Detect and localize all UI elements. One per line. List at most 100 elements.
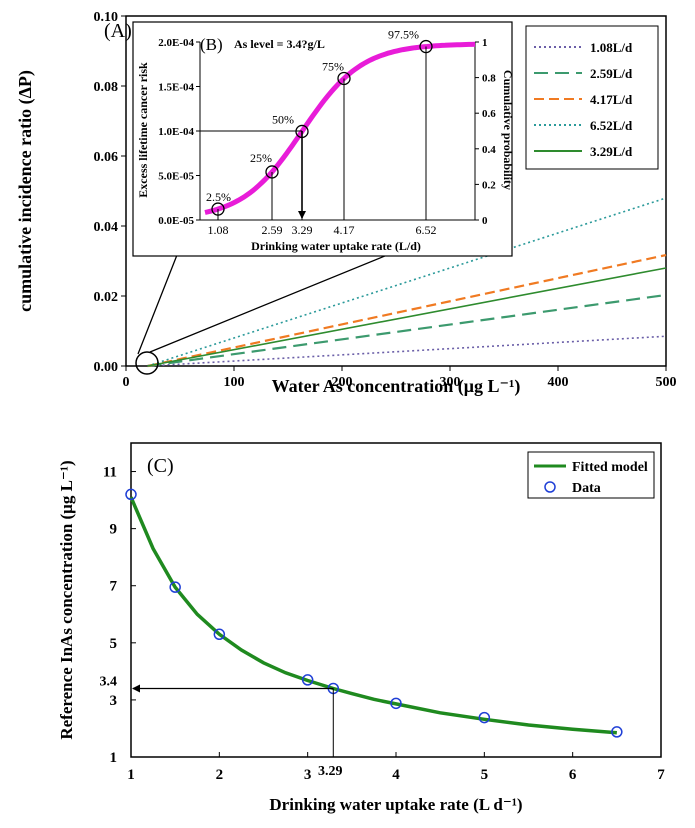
panel-c-xlabel: Drinking water uptake rate (L d⁻¹) bbox=[269, 795, 522, 814]
annotation-y: 3.4 bbox=[100, 674, 118, 689]
x-tick-label: 6 bbox=[569, 767, 577, 783]
legend-entry: Fitted model bbox=[572, 460, 648, 475]
panel-a-ylabel: cumulative incidence ratio (ΔP) bbox=[15, 70, 36, 312]
legend-entry: 1.08L/d bbox=[590, 40, 633, 55]
y2-tick-label: 0.8 bbox=[482, 73, 496, 85]
series-line-1-08l-d bbox=[147, 335, 667, 367]
y2-tick-label: 0.2 bbox=[482, 179, 496, 191]
legend-entry: 4.17L/d bbox=[590, 92, 633, 107]
annotation-x: 3.29 bbox=[318, 764, 343, 779]
y-tick-label: 0.04 bbox=[94, 220, 119, 235]
y-tick-label: 1.0E-04 bbox=[158, 126, 194, 138]
data-point bbox=[301, 674, 314, 686]
panel-a-frame bbox=[125, 15, 667, 367]
y-tick-label: 2.0E-04 bbox=[158, 37, 194, 49]
y-tick-label: 5 bbox=[110, 636, 118, 652]
legend-swatch bbox=[544, 481, 556, 493]
percentile-label: 75% bbox=[322, 59, 344, 73]
panel-c-ylabel: Reference InAs concentration (μg L⁻¹) bbox=[57, 460, 76, 739]
data-point bbox=[169, 581, 181, 593]
y-tick-label: 1 bbox=[110, 750, 118, 766]
x-tick-label: 4 bbox=[392, 767, 400, 783]
panel-a: (A) 0 100 200 300 400 500 0.00 0.02 0.04 0.06 0.08… bbox=[15, 10, 677, 397]
panel-b-frame bbox=[132, 21, 513, 257]
x-tick-label: 400 bbox=[548, 375, 569, 390]
y-tick-label: 7 bbox=[110, 579, 118, 595]
percentile-label: 2.5% bbox=[206, 190, 231, 204]
x-tick-label: 300 bbox=[440, 375, 461, 390]
series-line-3-29l-d bbox=[147, 267, 667, 367]
y2-tick-label: 0 bbox=[482, 215, 488, 227]
percentile-label: 50% bbox=[272, 112, 294, 126]
panel-c-series: 3.4 3.29 bbox=[100, 488, 623, 779]
y-tick-label: 0.10 bbox=[94, 10, 119, 25]
panel-b-title: As level = 3.4?g/L bbox=[234, 37, 325, 51]
panel-c-label: (C) bbox=[147, 455, 174, 477]
x-tick-label: 6.52 bbox=[416, 223, 437, 237]
x-tick-label: 1 bbox=[127, 767, 135, 783]
panel-b-inset: (B) As level = 3.4?g/L 0.0E-05 5.0E-05 1.0… bbox=[132, 21, 515, 257]
y2-tick-label: 0.4 bbox=[482, 144, 496, 156]
y-tick-label: 0.0E-05 bbox=[158, 215, 194, 227]
zoom-circle bbox=[135, 351, 159, 375]
panel-b-ylabel: Excess lifetime cancer risk bbox=[136, 62, 150, 198]
fitted-model-line bbox=[129, 496, 617, 735]
percentile-marker bbox=[211, 202, 225, 216]
x-tick-label: 3 bbox=[304, 767, 312, 783]
panel-b-y2label: Cumulative probability bbox=[501, 70, 515, 190]
data-point bbox=[611, 726, 623, 738]
panel-b-label: (B) bbox=[200, 35, 223, 54]
percentile-label: 97.5% bbox=[388, 28, 419, 42]
data-point bbox=[125, 488, 137, 501]
series-line-4-17l-d bbox=[147, 253, 667, 368]
x-tick-label: 1.08 bbox=[208, 223, 229, 237]
x-tick-label: 500 bbox=[656, 375, 677, 390]
x-tick-label: 2 bbox=[216, 767, 224, 783]
y-tick-label: 9 bbox=[110, 522, 118, 538]
panel-a-xlabel: Water As concentration (μg L⁻¹) bbox=[272, 376, 521, 397]
y2-tick-label: 1 bbox=[482, 37, 488, 49]
series-line-6-52l-d bbox=[147, 197, 667, 367]
legend-entry: 3.29L/d bbox=[590, 144, 633, 159]
percentile-marker bbox=[265, 165, 279, 179]
panel-a-label: (A) bbox=[104, 20, 132, 42]
y-tick-label: 1.5E-04 bbox=[158, 82, 194, 94]
panel-a-series bbox=[147, 197, 667, 368]
legend-entry: 2.59L/d bbox=[590, 66, 633, 81]
x-tick-label: 2.59 bbox=[262, 223, 283, 237]
data-point bbox=[390, 697, 402, 710]
series-line-2-59l-d bbox=[147, 293, 667, 368]
panel-c-ticks: 1 2 3 4 5 6 7 1 3 5 7 9 11 bbox=[103, 465, 665, 783]
y-tick-label: 5.0E-05 bbox=[158, 171, 194, 183]
data-point bbox=[478, 711, 491, 724]
legend-entry: 6.52L/d bbox=[590, 118, 633, 133]
panel-a-legend: 1.08L/d 2.59L/d 4.17L/d 6.52L/d 3.29L/d bbox=[525, 25, 659, 170]
y-tick-label: 11 bbox=[103, 465, 117, 481]
x-tick-label: 200 bbox=[332, 375, 353, 390]
legend-entry: Data bbox=[572, 481, 601, 496]
x-tick-label: 3.29 bbox=[292, 223, 313, 237]
panel-b-xlabel: Drinking water uptake rate (L/d) bbox=[251, 239, 421, 253]
y-tick-label: 0.00 bbox=[94, 360, 119, 375]
legend-box bbox=[527, 451, 655, 499]
x-tick-label: 5 bbox=[481, 767, 489, 783]
x-tick-label: 4.17 bbox=[334, 223, 355, 237]
panel-c: (C) 1 2 3 4 5 6 7 1 3 5 7 9 11 3.4 3.29 Fitted model D… bbox=[57, 442, 665, 814]
x-tick-label: 0 bbox=[123, 375, 130, 390]
y-tick-label: 0.08 bbox=[94, 80, 119, 95]
x-tick-label: 100 bbox=[224, 375, 245, 390]
y-tick-label: 3 bbox=[110, 693, 118, 709]
percentile-marker bbox=[337, 71, 351, 86]
percentile-label: 25% bbox=[250, 151, 272, 165]
y-tick-label: 0.06 bbox=[94, 150, 119, 165]
legend-box bbox=[525, 25, 659, 170]
percentile-marker bbox=[419, 39, 433, 54]
y-tick-label: 0.02 bbox=[94, 290, 119, 305]
x-tick-label: 7 bbox=[657, 767, 665, 783]
panel-a-ticks: 0 100 200 300 400 500 0.00 0.02 0.04 0.06 0.08 0.10 bbox=[94, 10, 677, 390]
data-point bbox=[213, 628, 226, 641]
y2-tick-label: 0.6 bbox=[482, 108, 496, 120]
panel-b-content: 0.0E-05 5.0E-05 1.0E-04 1.5E-04 2.0E-04 0 0.2 0… bbox=[158, 28, 496, 237]
